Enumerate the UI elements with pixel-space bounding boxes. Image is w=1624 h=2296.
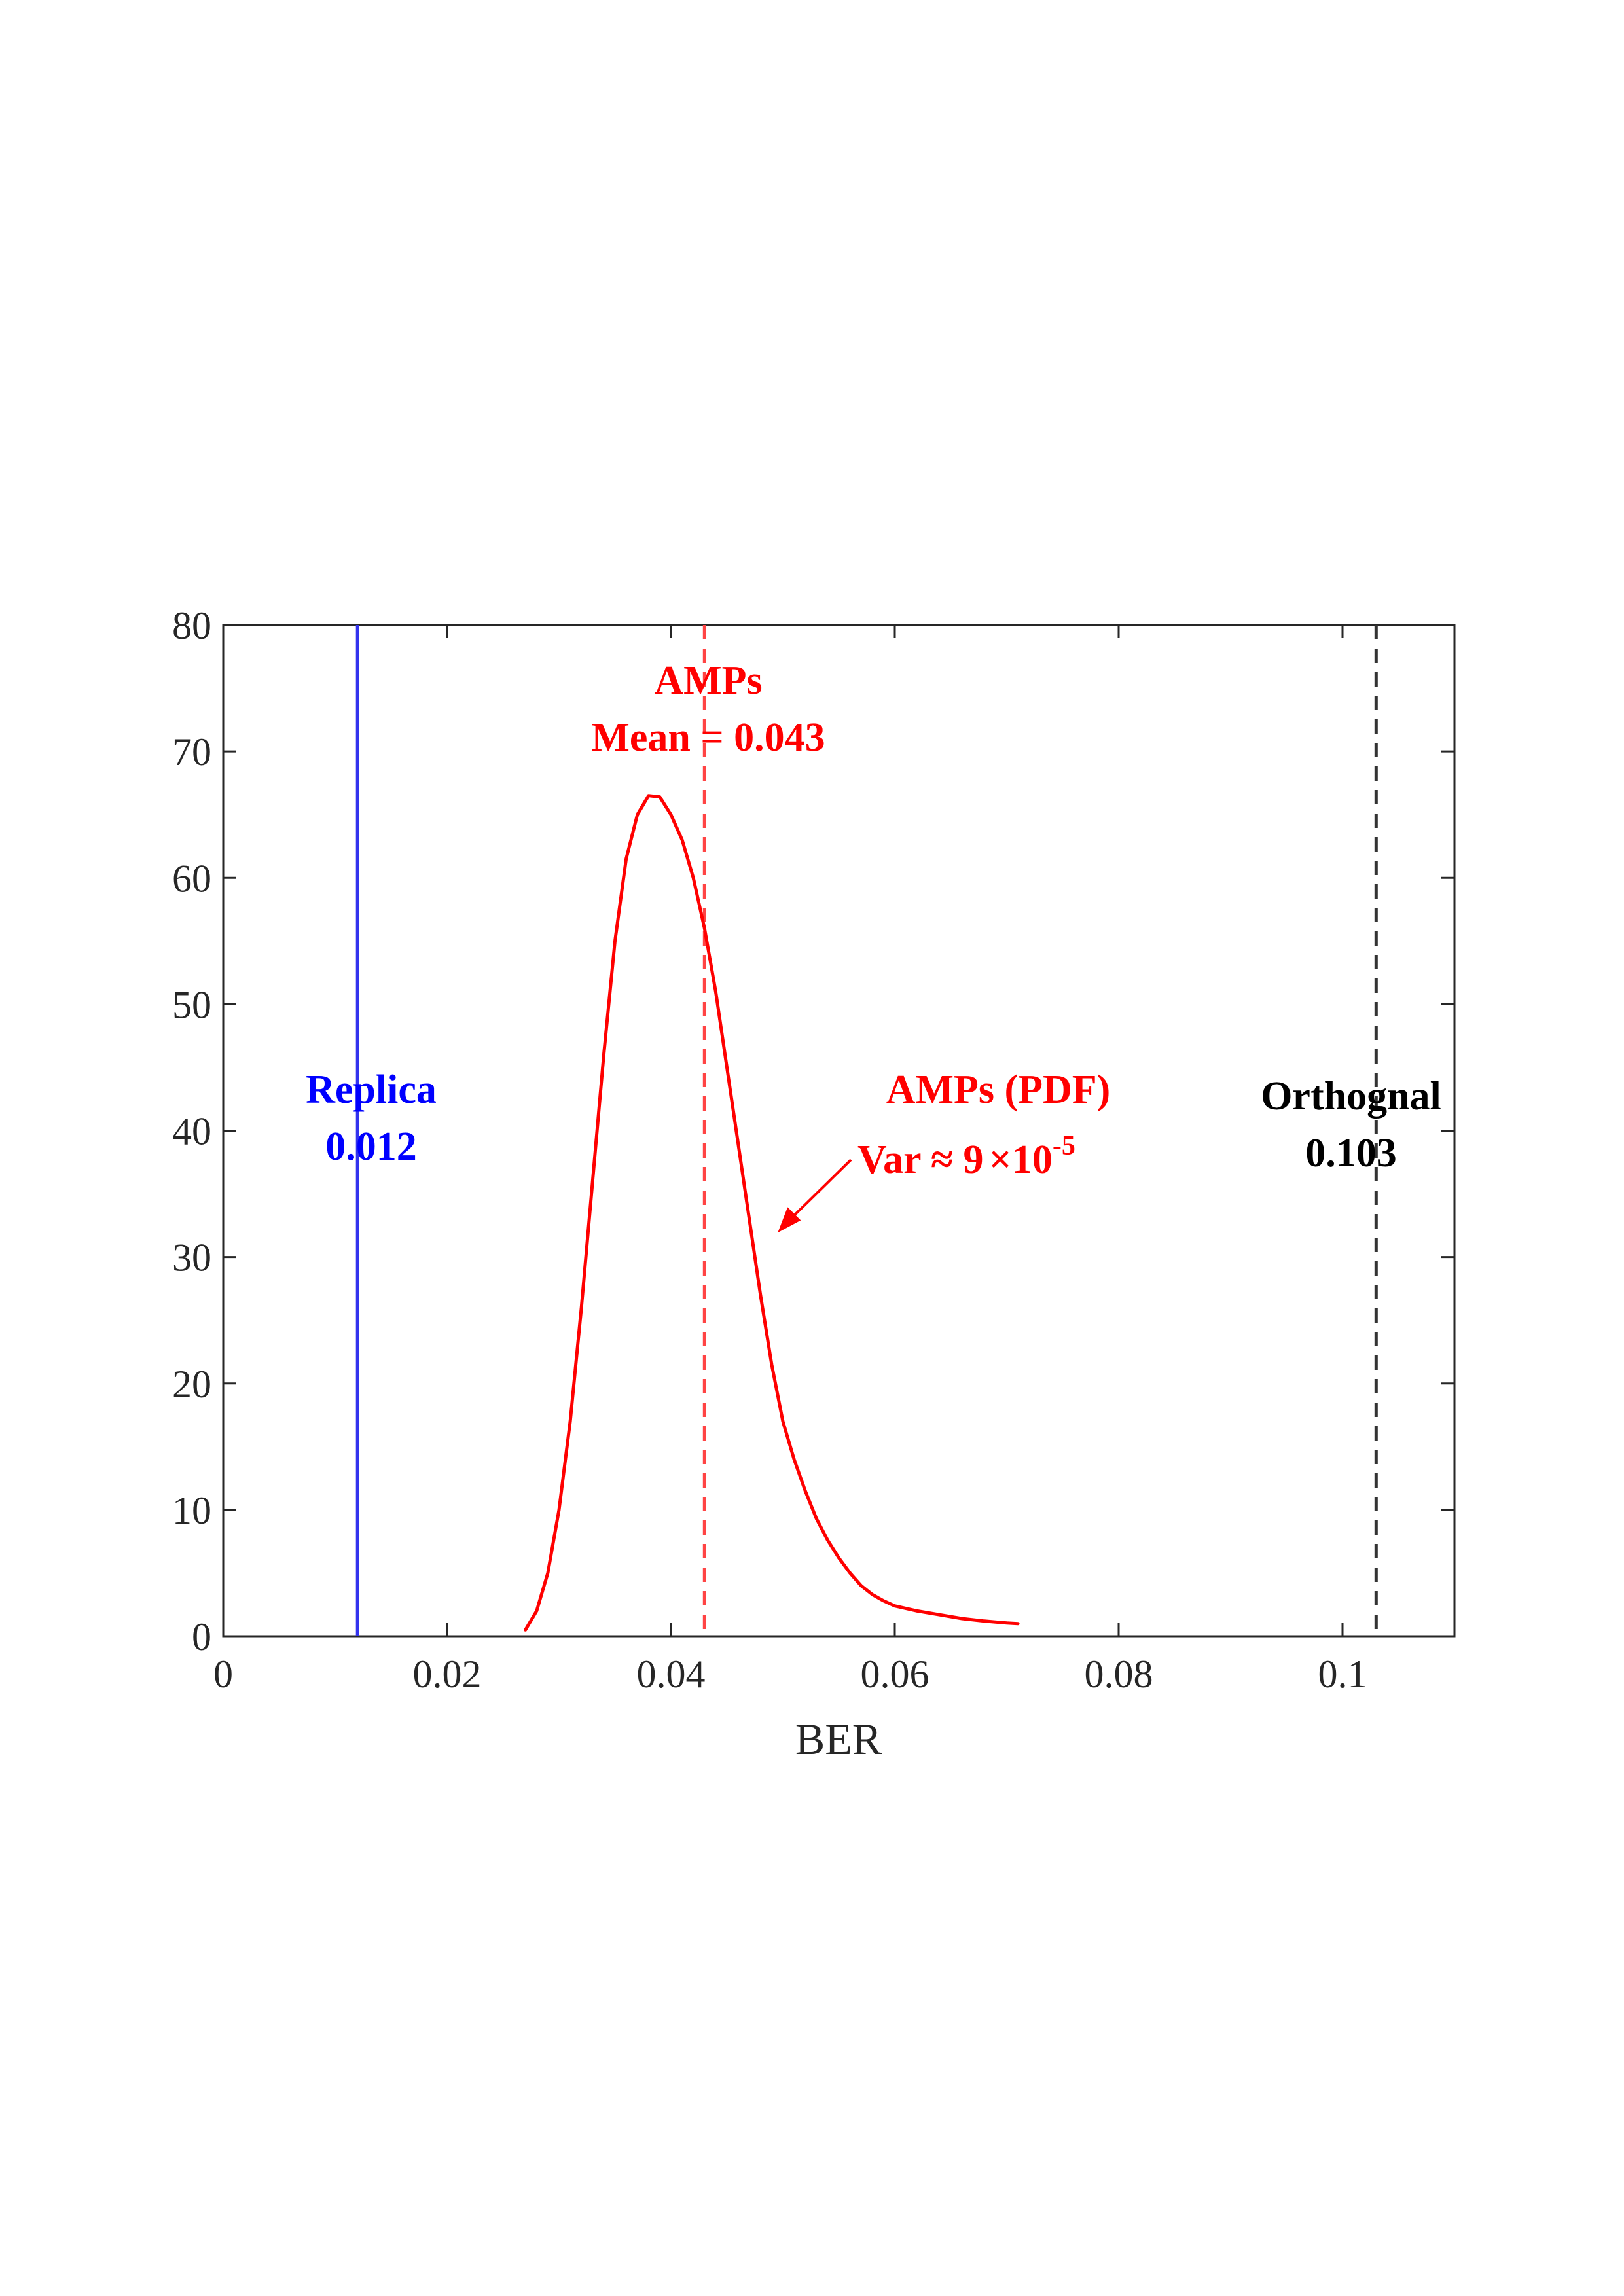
arrow-shaft xyxy=(787,1158,852,1222)
x-tick-label: 0.02 xyxy=(413,1653,482,1696)
amps-pdf-variance: Var ≈ 9 ×10-5 xyxy=(857,1131,1075,1182)
y-tick-label: 50 xyxy=(172,983,211,1026)
y-tick-label: 30 xyxy=(172,1236,211,1280)
x-tick-label: 0.04 xyxy=(637,1653,706,1696)
replica-label: Replica xyxy=(306,1067,437,1112)
amps-pdf-label: AMPs (PDF) xyxy=(886,1067,1111,1112)
pdf-curve xyxy=(524,794,1020,1632)
variance-exponent: -5 xyxy=(1053,1131,1075,1161)
variance-prefix: Var ≈ 9 xyxy=(857,1138,984,1182)
y-tick-label: 80 xyxy=(172,604,211,647)
orthognal-value: 0.103 xyxy=(1305,1131,1397,1175)
x-tick-label: 0.08 xyxy=(1085,1653,1153,1696)
x-axis-label: BER xyxy=(795,1714,882,1764)
y-tick-label: 60 xyxy=(172,857,211,900)
variance-base: 10 xyxy=(1012,1138,1053,1182)
amps-mean-value: Mean = 0.043 xyxy=(591,715,825,760)
series-layer xyxy=(524,794,1020,1632)
orthognal-label: Orthognal xyxy=(1261,1074,1441,1119)
y-tick-label: 40 xyxy=(172,1110,211,1153)
axis-ticks: 0 0.02 0.04 0.06 0.08 0.1 0 10 20 30 40 50 60 70 80 xyxy=(172,604,1454,1696)
x-tick-label: 0.06 xyxy=(861,1653,929,1696)
y-tick-label: 20 xyxy=(172,1363,211,1406)
reference-lines xyxy=(355,625,1378,1636)
y-tick-label: 10 xyxy=(172,1489,211,1532)
replica-value: 0.012 xyxy=(325,1124,417,1169)
y-tick-label: 0 xyxy=(192,1615,211,1659)
arrow-head xyxy=(778,1207,801,1233)
x-tick-label: 0.1 xyxy=(1318,1653,1367,1696)
x-tick-label: 0 xyxy=(213,1653,233,1696)
amps-mean-label: AMPs xyxy=(654,658,762,703)
annotation-arrow xyxy=(778,1158,852,1233)
variance-times: × xyxy=(989,1138,1012,1182)
y-tick-label: 70 xyxy=(172,730,211,774)
